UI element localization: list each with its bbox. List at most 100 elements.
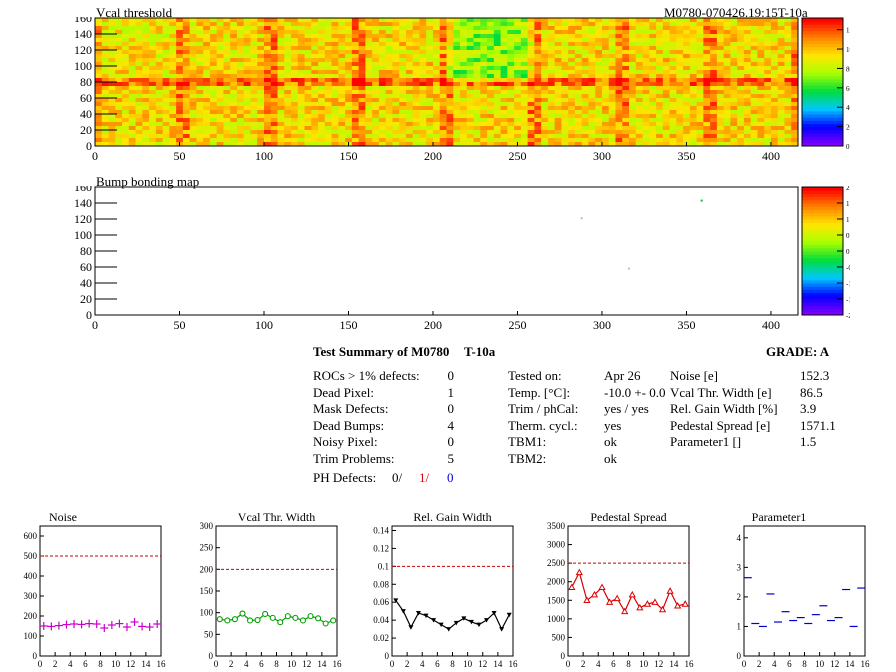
y-tick-label: 60 bbox=[80, 260, 92, 274]
x-tick-label: 6 bbox=[787, 659, 792, 668]
y-tick-label: 3500 bbox=[547, 521, 566, 531]
data-point bbox=[277, 619, 284, 626]
data-point bbox=[431, 618, 437, 623]
condition-value: yes / yes bbox=[604, 401, 649, 416]
performance-label: Vcal Thr. Width [e] bbox=[670, 384, 772, 400]
defect-value: 0 bbox=[447, 401, 455, 416]
ph-defects-value-3: 0 bbox=[447, 470, 454, 485]
map-frame bbox=[94, 186, 799, 316]
condition-value: Apr 26 bbox=[604, 368, 641, 383]
data-point bbox=[315, 615, 322, 622]
chart-frame bbox=[391, 525, 514, 657]
y-tick-label: 100 bbox=[74, 59, 92, 73]
y-tick-label: 0.06 bbox=[373, 597, 389, 607]
data-point bbox=[153, 620, 162, 628]
y-tick-label: 1000 bbox=[547, 614, 566, 624]
summary-title: Test Summary of M0780 bbox=[313, 344, 450, 359]
y-tick-label: 140 bbox=[74, 196, 92, 210]
y-tick-label: 0.08 bbox=[373, 579, 389, 589]
x-tick-label: 6 bbox=[611, 659, 616, 668]
summary-temp-label: T-10a bbox=[464, 344, 496, 359]
y-tick-label: 2000 bbox=[547, 577, 566, 587]
x-tick-label: 100 bbox=[255, 318, 273, 332]
data-point bbox=[499, 627, 505, 632]
x-tick-label: 0 bbox=[390, 659, 395, 668]
data-point bbox=[107, 621, 116, 629]
z-tick-label: -1 bbox=[846, 280, 850, 288]
x-tick-label: 2 bbox=[405, 659, 410, 668]
x-tick-label: 8 bbox=[98, 659, 103, 668]
summary-chart: Noise 0 100 200 300 400 500 600 0 2 4 6 8 10 12 14 16 bbox=[24, 510, 167, 668]
performance-value: 3.9 bbox=[800, 401, 817, 416]
y-tick-label: 0.14 bbox=[373, 525, 389, 535]
y-tick-label: 0 bbox=[86, 139, 92, 153]
x-tick-label: 100 bbox=[255, 149, 273, 163]
y-tick-label: 500 bbox=[24, 551, 38, 561]
y-tick-label: 300 bbox=[24, 591, 38, 601]
y-tick-label: 0.02 bbox=[373, 633, 389, 643]
y-tick-label: 100 bbox=[200, 608, 214, 618]
y-tick-label: 120 bbox=[74, 43, 92, 57]
x-tick-label: 14 bbox=[493, 659, 503, 668]
condition-label: TBM1: bbox=[508, 434, 547, 449]
condition-value: -10.0 +- 0.0 bbox=[604, 384, 666, 400]
y-tick-label: 0 bbox=[209, 651, 214, 661]
condition-value: ok bbox=[604, 450, 617, 466]
data-point bbox=[307, 613, 314, 620]
data-point bbox=[476, 622, 482, 628]
x-tick-label: 2 bbox=[757, 659, 762, 668]
data-point bbox=[628, 590, 636, 598]
performance-label: Pedestal Spread [e] bbox=[670, 417, 771, 433]
y-tick-label: 600 bbox=[24, 531, 38, 541]
x-tick-label: 200 bbox=[424, 318, 442, 332]
data-point bbox=[468, 619, 474, 625]
data-point bbox=[674, 602, 682, 609]
data-point bbox=[284, 613, 291, 620]
x-tick-label: 10 bbox=[111, 659, 121, 668]
summary-chart: Pedestal Spread 0 500 1000 1500 2000 2500 3000 3… bbox=[547, 510, 694, 668]
z-tick-label: 100 bbox=[846, 46, 850, 54]
data-point bbox=[39, 622, 48, 630]
x-tick-label: 400 bbox=[762, 149, 780, 163]
y-tick-label: 40 bbox=[80, 276, 92, 290]
y-tick-label: 1500 bbox=[547, 595, 566, 605]
data-point bbox=[246, 617, 254, 624]
bump-map-title: Bump bonding map bbox=[96, 174, 200, 189]
x-tick-label: 16 bbox=[333, 659, 343, 668]
performance-label: Noise [e] bbox=[670, 368, 719, 383]
data-point bbox=[100, 624, 109, 632]
data-point bbox=[393, 598, 399, 603]
data-point bbox=[62, 620, 71, 629]
y-tick-label: 160 bbox=[74, 17, 92, 25]
data-point bbox=[408, 625, 414, 630]
y-tick-label: 0 bbox=[737, 651, 742, 661]
y-tick-label: 160 bbox=[74, 186, 92, 194]
data-point bbox=[138, 622, 147, 631]
performance-label: Parameter1 [] bbox=[670, 434, 742, 449]
z-tick-label: 40 bbox=[846, 104, 850, 112]
z-tick-label: -1.5 bbox=[846, 296, 850, 304]
data-point bbox=[651, 598, 659, 605]
condition-label: Therm. cycl.: bbox=[508, 417, 578, 433]
y-tick-label: 0.04 bbox=[373, 615, 389, 625]
y-tick-label: 250 bbox=[200, 543, 214, 553]
x-tick-label: 14 bbox=[317, 659, 327, 668]
y-tick-label: 140 bbox=[74, 27, 92, 41]
data-point bbox=[415, 610, 421, 616]
x-tick-label: 10 bbox=[463, 659, 473, 668]
defect-label: Dead Pixel: bbox=[313, 384, 375, 400]
z-tick-label: 0 bbox=[846, 143, 850, 151]
y-tick-label: 20 bbox=[80, 123, 92, 137]
z-tick-label: 2 bbox=[846, 186, 850, 192]
x-tick-label: 0 bbox=[92, 318, 98, 332]
x-tick-label: 400 bbox=[762, 318, 780, 332]
x-tick-label: 8 bbox=[450, 659, 455, 668]
data-point bbox=[262, 610, 269, 618]
z-tick-label: 1.5 bbox=[846, 200, 850, 208]
data-point bbox=[269, 614, 276, 621]
x-tick-label: 150 bbox=[339, 149, 357, 163]
x-tick-label: 0 bbox=[566, 659, 571, 668]
x-tick-label: 150 bbox=[339, 318, 357, 332]
condition-value: yes bbox=[604, 417, 622, 433]
x-tick-label: 14 bbox=[845, 659, 855, 668]
